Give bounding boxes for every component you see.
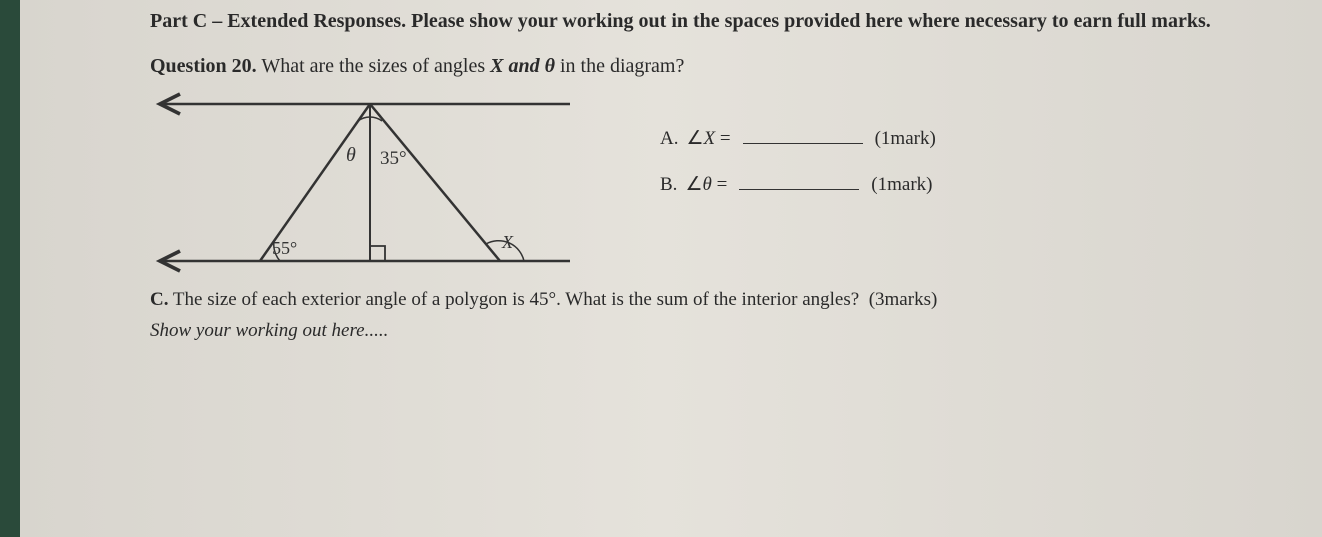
- triangle-right-side: [370, 104, 500, 261]
- right-angle-marker: [370, 246, 385, 261]
- triangle-diagram: θ 35° 55° X: [130, 86, 580, 276]
- answer-a-blank[interactable]: [743, 123, 863, 144]
- answer-a-marks: (1mark): [875, 116, 936, 162]
- angle-35-label: 35°: [380, 148, 407, 169]
- answer-a-var: X: [704, 128, 716, 149]
- question-prompt: Question 20. What are the sizes of angle…: [150, 55, 1282, 78]
- question-vars: X and θ: [490, 55, 555, 77]
- answer-b-marks: (1mark): [871, 162, 932, 208]
- answer-b-blank[interactable]: [739, 169, 859, 190]
- part-c-question: C. The size of each exterior angle of a …: [150, 284, 1282, 316]
- angle-symbol-b: ∠: [685, 174, 702, 195]
- answers-column: A. ∠X = (1mark) B. ∠θ = (1mark): [580, 86, 936, 207]
- diagram-svg: θ 35° 55° X: [130, 86, 580, 276]
- answer-b: B. ∠θ = (1mark): [660, 162, 936, 208]
- angle-55-label: 55°: [272, 238, 297, 258]
- answer-b-var: θ: [702, 174, 711, 195]
- part-c-label: C.: [150, 289, 168, 310]
- theta-label: θ: [346, 144, 356, 166]
- answer-b-label: B.: [660, 162, 677, 208]
- part-c-text: The size of each exterior angle of a pol…: [173, 289, 859, 310]
- question-text-pre: What are the sizes of angles: [261, 55, 490, 77]
- angle-symbol-a: ∠: [686, 128, 703, 149]
- answer-a-label: A.: [660, 116, 678, 162]
- question-label: Question 20.: [150, 55, 257, 77]
- answer-b-eq: =: [712, 174, 727, 195]
- working-instruction: Show your working out here.....: [150, 320, 1282, 342]
- part-header: Part C – Extended Responses. Please show…: [150, 5, 1282, 37]
- angle-x-label: X: [501, 232, 514, 252]
- answer-a: A. ∠X = (1mark): [660, 116, 936, 162]
- question-text-post: in the diagram?: [560, 55, 684, 77]
- part-c-marks: (3marks): [869, 289, 938, 310]
- answer-a-eq: =: [715, 128, 730, 149]
